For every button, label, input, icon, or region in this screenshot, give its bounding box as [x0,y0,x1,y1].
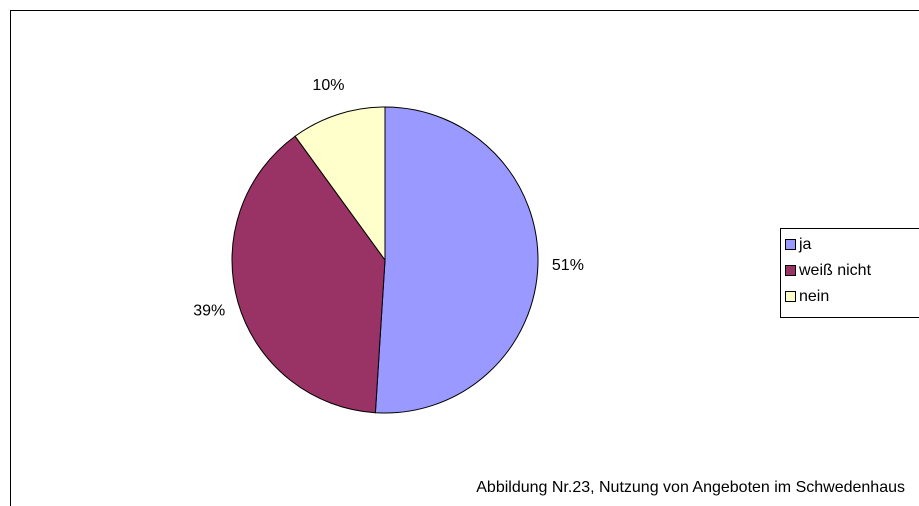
slice-label: 39% [193,302,225,319]
slice-label: 51% [552,257,584,274]
legend-label: ja [798,236,812,253]
chart-caption: Abbildung Nr.23, Nutzung von Angeboten i… [476,479,905,496]
pie-slice [294,106,386,262]
legend-swatch [785,291,796,302]
pie-slice [231,135,386,414]
legend-label: weiß nicht [798,262,872,279]
legend-box [780,228,919,318]
legend-label: nein [799,288,829,305]
slice-label: 10% [312,77,344,94]
legend-swatch [785,265,796,276]
chart-border [10,10,919,506]
legend-swatch [785,239,796,250]
pie-slice [374,106,539,414]
